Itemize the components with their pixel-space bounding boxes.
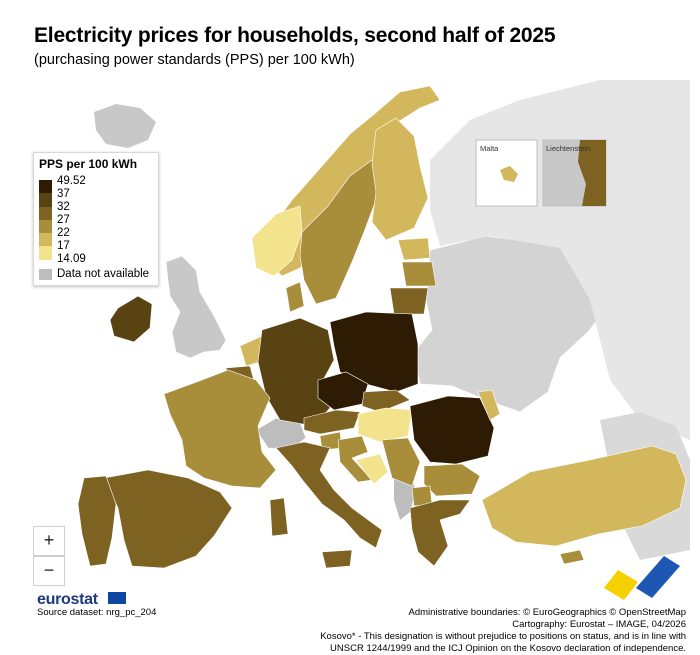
inset-malta-label: Malta [480, 144, 499, 153]
page-title: Electricity prices for households, secon… [34, 24, 556, 47]
malta-shape [500, 166, 518, 182]
credit-boundaries: Administrative boundaries: © EuroGeograp… [408, 607, 687, 618]
accent-stripe-yellow [604, 570, 638, 600]
source-dataset: Source dataset: nrg_pc_204 [37, 607, 157, 618]
region-lithuania [389, 287, 429, 315]
legend-tick: 49.52 [57, 175, 86, 187]
legend-tick: 27 [57, 214, 70, 226]
region-germany [257, 317, 335, 427]
credit-cartography: Cartography: Eurostat – IMAGE, 04/2026 [512, 619, 686, 630]
region-portugal [77, 475, 117, 567]
region-denmark [285, 281, 305, 313]
region-austria [303, 409, 361, 435]
map-legend: PPS per 100 kWh 49.52 37 32 27 22 17 14.… [33, 152, 159, 286]
legend-swatch [39, 180, 52, 194]
region-turkey [481, 445, 687, 547]
map-credits: Administrative boundaries: © EuroGeograp… [256, 607, 686, 655]
region-poland [329, 311, 419, 393]
legend-color-scale [39, 180, 52, 260]
legend-tick: 32 [57, 201, 70, 213]
region-slovakia [361, 389, 411, 413]
legend-tick: 22 [57, 227, 70, 239]
region-romania [409, 395, 495, 465]
swiss-region [255, 417, 307, 451]
region-ireland [109, 295, 153, 343]
inset-malta [475, 139, 538, 207]
region-spain [103, 469, 233, 569]
region-bosnia [355, 453, 389, 485]
region-norway-south [251, 205, 303, 277]
region-bulgaria [423, 463, 481, 497]
uk-region [165, 255, 227, 359]
legend-swatch [39, 193, 52, 207]
legend-na-swatch [39, 269, 52, 280]
region-estonia [397, 237, 431, 261]
legend-swatch [39, 246, 52, 260]
legend-na-label: Data not available [57, 268, 150, 280]
region-latvia [401, 261, 437, 287]
region-france [163, 369, 277, 489]
zoom-out-button[interactable]: − [33, 556, 65, 586]
accent-stripe-blue [636, 556, 680, 598]
kosovo-note-line2: UNSCR 1244/1999 and the ICJ Opinion on t… [330, 643, 686, 654]
region-sweden [299, 159, 387, 305]
region-serbia [381, 437, 421, 487]
region-cyprus [559, 549, 585, 565]
region-greece [409, 499, 471, 567]
legend-tick: 37 [57, 188, 70, 200]
eu-flag-icon [108, 592, 126, 604]
legend-swatch [39, 233, 52, 247]
region-finland [371, 117, 429, 241]
region-croatia [337, 435, 373, 483]
legend-title: PPS per 100 kWh [39, 157, 138, 171]
region-moldova [477, 389, 501, 421]
legend-tick: 14.09 [57, 253, 86, 265]
legend-swatch [39, 206, 52, 220]
legend-swatch [39, 219, 52, 234]
inset-liechtenstein [542, 139, 607, 207]
legend-tick: 17 [57, 240, 70, 252]
eurostat-logo: eurostat [37, 591, 98, 608]
iceland-region [94, 104, 156, 148]
region-italy [269, 441, 383, 569]
zoom-in-button[interactable]: + [33, 526, 65, 556]
kosovo-note-line1: Kosovo* - This designation is without pr… [320, 631, 686, 642]
region-hungary [357, 407, 413, 443]
page-subtitle: (purchasing power standards (PPS) per 10… [34, 52, 355, 68]
liechtenstein-shape [578, 140, 606, 206]
inset-liechtenstein-label: Liechtenstein [546, 144, 591, 153]
